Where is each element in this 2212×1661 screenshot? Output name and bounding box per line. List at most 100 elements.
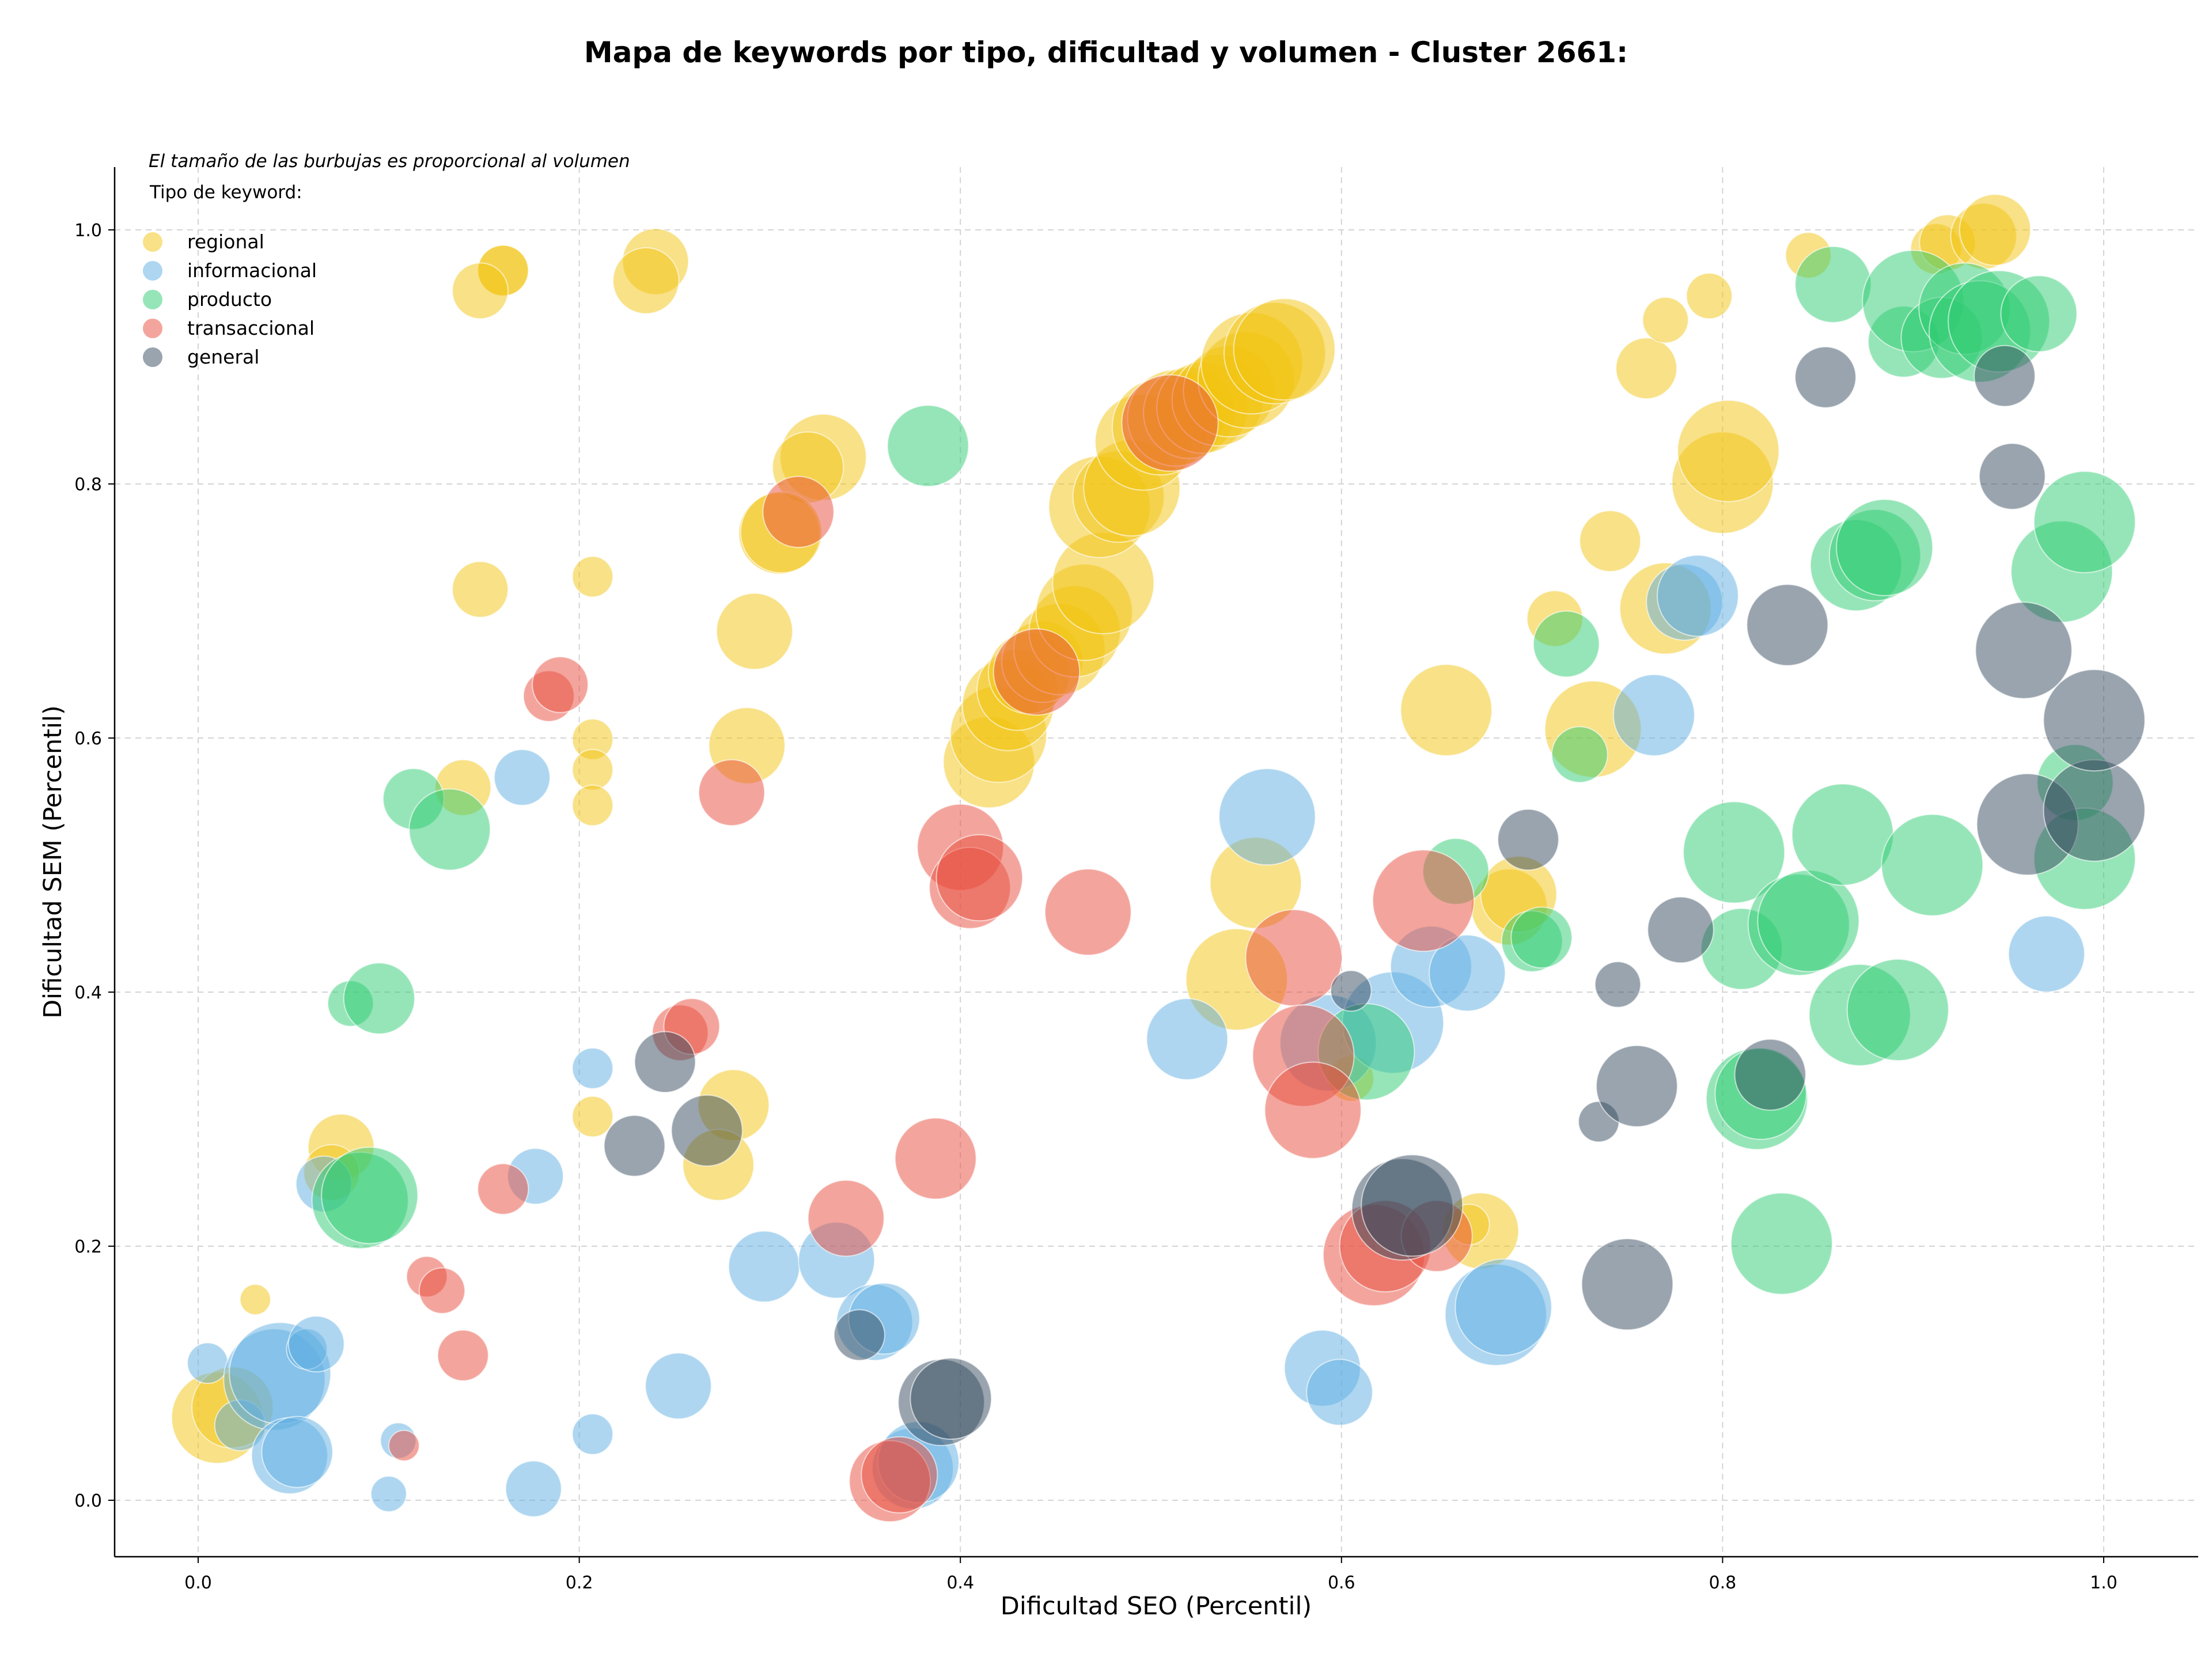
- bubble-general: [1734, 1038, 1806, 1111]
- bubble-regional: [715, 592, 793, 670]
- bubble-general: [1594, 961, 1642, 1008]
- bubble-transaccional: [1044, 868, 1132, 956]
- bubble-general: [2043, 669, 2146, 772]
- bubble-informacional: [1306, 1359, 1373, 1426]
- bubble-general: [634, 1031, 696, 1094]
- bubble-transaccional: [1372, 849, 1475, 952]
- legend-label-regional: regional: [187, 230, 264, 253]
- bubble-informacional: [1612, 674, 1695, 756]
- bubble-transaccional: [894, 1117, 977, 1200]
- bubble-producto: [1730, 1192, 1833, 1295]
- bubble-producto: [1551, 726, 1608, 784]
- bubble-regional: [571, 555, 614, 598]
- bubble-regional: [452, 561, 509, 618]
- bubble-general: [671, 1094, 743, 1167]
- bubble-transaccional: [1121, 374, 1219, 472]
- bubble-regional: [1677, 399, 1780, 502]
- bubble-informacional: [571, 1413, 614, 1455]
- bubble-informacional: [1218, 768, 1316, 866]
- axes: [113, 167, 2198, 1558]
- bubble-regional: [239, 1284, 271, 1316]
- x-tick-label: 0.6: [1328, 1573, 1355, 1593]
- bubble-transaccional: [418, 1267, 466, 1314]
- bubble-general: [1596, 1045, 1678, 1127]
- bubble-producto: [2000, 275, 2078, 353]
- bubble-transaccional: [1264, 1061, 1362, 1159]
- bubble-general: [833, 1309, 885, 1361]
- bubble-transaccional: [477, 1163, 529, 1215]
- bubble-transaccional: [993, 628, 1081, 716]
- bubble-general: [1794, 346, 1857, 408]
- y-axis-label: Dificultad SEM (Percentil): [39, 705, 67, 1019]
- y-tick-label: 0.4: [74, 983, 102, 1003]
- bubble-general: [2043, 759, 2146, 862]
- bubble-producto: [1836, 498, 1934, 596]
- bubble-informacional: [1146, 998, 1229, 1080]
- bubble-informacional: [1429, 934, 1506, 1012]
- bubble-general: [1647, 896, 1714, 964]
- bubble-informacional: [645, 1352, 712, 1420]
- bubble-producto: [2033, 471, 2136, 574]
- bubble-producto: [321, 1147, 419, 1244]
- bubble-producto: [1532, 610, 1600, 678]
- bubble-transaccional: [935, 834, 1024, 922]
- bubble-regional: [452, 262, 509, 320]
- bubble-regional: [1233, 298, 1336, 401]
- x-tick-label: 0.0: [184, 1573, 212, 1593]
- legend-label-producto: producto: [187, 288, 272, 311]
- bubble-informacional: [261, 1416, 334, 1488]
- y-tick-label: 1.0: [74, 221, 102, 241]
- bubble-transaccional: [532, 656, 589, 713]
- bubble-general: [1581, 1238, 1674, 1331]
- x-tick-label: 0.4: [946, 1573, 974, 1593]
- bubble-informacional: [728, 1230, 801, 1303]
- x-tick-label: 1.0: [2090, 1573, 2118, 1593]
- bubble-general: [1361, 1154, 1464, 1257]
- bubble-general: [603, 1115, 666, 1177]
- bubble-transaccional: [861, 1436, 938, 1514]
- bubble-transaccional: [698, 759, 766, 827]
- bubble-transaccional: [762, 475, 835, 548]
- y-tick-label: 0.8: [74, 475, 102, 495]
- legend-marker-general: [143, 347, 162, 367]
- x-tick-label: 0.8: [1709, 1573, 1737, 1593]
- bubble-producto: [408, 788, 491, 871]
- bubble-informacional: [187, 1342, 229, 1384]
- bubble-regional: [612, 247, 680, 315]
- bubble-producto: [1683, 801, 1786, 904]
- bubble-regional: [571, 748, 614, 791]
- x-tick-label: 0.2: [566, 1573, 593, 1593]
- annotation-text: El tamaño de las burbujas es proporciona…: [149, 151, 630, 172]
- bubble-informacional: [571, 1047, 614, 1089]
- ticks: 0.0 0.2 0.4 0.6 0.8 1.0 0.0 0.2 0.4 0.6 0.8 1.0: [74, 221, 2118, 1593]
- bubble-producto: [887, 404, 969, 487]
- bubble-informacional: [287, 1315, 345, 1373]
- bubble-transaccional: [437, 1329, 489, 1382]
- bubble-producto: [343, 962, 415, 1035]
- legend-marker-transaccional: [143, 319, 162, 338]
- bubbles: [171, 194, 2146, 1523]
- bubble-regional: [1615, 337, 1677, 400]
- bubble-producto: [1510, 906, 1573, 968]
- bubble-informacional: [1455, 1258, 1552, 1356]
- bubble-informacional: [494, 749, 551, 806]
- y-tick-label: 0.0: [74, 1491, 102, 1511]
- bubble-informacional: [505, 1460, 562, 1518]
- legend-marker-producto: [143, 290, 162, 309]
- bubble-regional: [1685, 273, 1733, 320]
- bubble-general: [910, 1357, 993, 1440]
- bubble-informacional: [2008, 915, 2085, 993]
- bubble-producto: [1791, 783, 1894, 886]
- legend-label-general: general: [187, 346, 259, 368]
- bubble-transaccional: [1245, 909, 1343, 1007]
- bubble-transaccional: [807, 1179, 885, 1257]
- bubble-general: [1975, 601, 2073, 699]
- bubble-informacional: [370, 1475, 407, 1512]
- legend-marker-regional: [143, 232, 162, 252]
- y-tick-label: 0.2: [74, 1237, 102, 1257]
- legend-label-informacional: informacional: [187, 259, 317, 282]
- x-axis-label: Dificultad SEO (Percentil): [1001, 1592, 1312, 1621]
- bubble-informacional: [1657, 554, 1739, 637]
- legend-title: Tipo de keyword:: [149, 182, 302, 203]
